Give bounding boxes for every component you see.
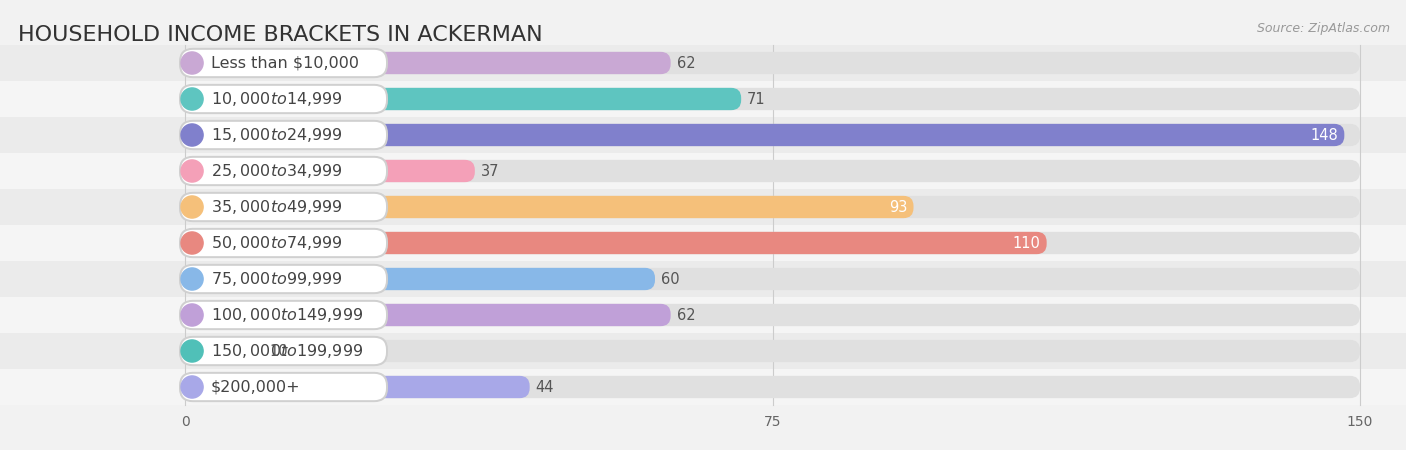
FancyBboxPatch shape — [186, 304, 671, 326]
FancyBboxPatch shape — [181, 266, 387, 292]
Text: $10,000 to $14,999: $10,000 to $14,999 — [211, 90, 343, 108]
FancyBboxPatch shape — [186, 196, 1360, 218]
FancyBboxPatch shape — [179, 156, 388, 186]
Text: $25,000 to $34,999: $25,000 to $34,999 — [211, 162, 343, 180]
Text: 44: 44 — [536, 379, 554, 395]
Circle shape — [181, 268, 202, 290]
Bar — [0, 189, 1406, 225]
FancyBboxPatch shape — [179, 372, 388, 402]
FancyBboxPatch shape — [181, 86, 387, 112]
Bar — [0, 369, 1406, 405]
FancyBboxPatch shape — [186, 268, 655, 290]
FancyBboxPatch shape — [179, 48, 388, 78]
Circle shape — [181, 124, 202, 146]
Bar — [0, 153, 1406, 189]
FancyBboxPatch shape — [186, 196, 914, 218]
FancyBboxPatch shape — [179, 336, 388, 366]
Bar — [0, 261, 1406, 297]
Bar — [0, 297, 1406, 333]
Text: Less than $10,000: Less than $10,000 — [211, 55, 359, 71]
Bar — [0, 117, 1406, 153]
Text: 62: 62 — [676, 55, 696, 71]
Text: 62: 62 — [676, 307, 696, 323]
FancyBboxPatch shape — [181, 158, 387, 184]
FancyBboxPatch shape — [186, 124, 1344, 146]
Bar — [0, 225, 1406, 261]
Circle shape — [181, 196, 202, 218]
Bar — [0, 81, 1406, 117]
FancyBboxPatch shape — [181, 338, 387, 364]
Text: $75,000 to $99,999: $75,000 to $99,999 — [211, 270, 343, 288]
Bar — [0, 45, 1406, 81]
FancyBboxPatch shape — [181, 374, 387, 400]
Circle shape — [181, 160, 202, 182]
Text: $100,000 to $149,999: $100,000 to $149,999 — [211, 306, 363, 324]
FancyBboxPatch shape — [186, 52, 1360, 74]
Text: 110: 110 — [1012, 235, 1040, 251]
Text: 0: 0 — [180, 415, 190, 429]
FancyBboxPatch shape — [179, 192, 388, 222]
Text: HOUSEHOLD INCOME BRACKETS IN ACKERMAN: HOUSEHOLD INCOME BRACKETS IN ACKERMAN — [18, 25, 543, 45]
Circle shape — [181, 232, 202, 254]
Text: 75: 75 — [763, 415, 782, 429]
FancyBboxPatch shape — [186, 232, 1046, 254]
Text: 71: 71 — [747, 91, 766, 107]
FancyBboxPatch shape — [186, 88, 741, 110]
Text: $15,000 to $24,999: $15,000 to $24,999 — [211, 126, 343, 144]
FancyBboxPatch shape — [181, 302, 387, 328]
Text: $200,000+: $200,000+ — [211, 379, 301, 395]
FancyBboxPatch shape — [181, 230, 387, 256]
Text: 60: 60 — [661, 271, 679, 287]
FancyBboxPatch shape — [186, 340, 263, 362]
Bar — [0, 333, 1406, 369]
FancyBboxPatch shape — [186, 376, 1360, 398]
FancyBboxPatch shape — [181, 122, 387, 148]
FancyBboxPatch shape — [179, 228, 388, 258]
FancyBboxPatch shape — [181, 50, 387, 76]
FancyBboxPatch shape — [179, 120, 388, 150]
FancyBboxPatch shape — [186, 88, 1360, 110]
Circle shape — [181, 88, 202, 110]
FancyBboxPatch shape — [186, 376, 530, 398]
FancyBboxPatch shape — [186, 52, 671, 74]
Circle shape — [181, 304, 202, 326]
Text: 37: 37 — [481, 163, 499, 179]
Text: 150: 150 — [1347, 415, 1374, 429]
FancyBboxPatch shape — [181, 194, 387, 220]
FancyBboxPatch shape — [186, 268, 1360, 290]
Text: $150,000 to $199,999: $150,000 to $199,999 — [211, 342, 363, 360]
Text: Source: ZipAtlas.com: Source: ZipAtlas.com — [1257, 22, 1391, 35]
FancyBboxPatch shape — [186, 160, 475, 182]
Circle shape — [181, 376, 202, 398]
Text: $35,000 to $49,999: $35,000 to $49,999 — [211, 198, 343, 216]
Circle shape — [181, 340, 202, 362]
FancyBboxPatch shape — [186, 160, 1360, 182]
FancyBboxPatch shape — [186, 232, 1360, 254]
FancyBboxPatch shape — [186, 340, 1360, 362]
FancyBboxPatch shape — [186, 304, 1360, 326]
Text: 148: 148 — [1310, 127, 1339, 143]
FancyBboxPatch shape — [186, 124, 1360, 146]
FancyBboxPatch shape — [179, 84, 388, 114]
Text: $50,000 to $74,999: $50,000 to $74,999 — [211, 234, 343, 252]
FancyBboxPatch shape — [179, 264, 388, 294]
Text: 10: 10 — [270, 343, 288, 359]
FancyBboxPatch shape — [179, 300, 388, 330]
Circle shape — [181, 52, 202, 74]
Text: 93: 93 — [889, 199, 907, 215]
